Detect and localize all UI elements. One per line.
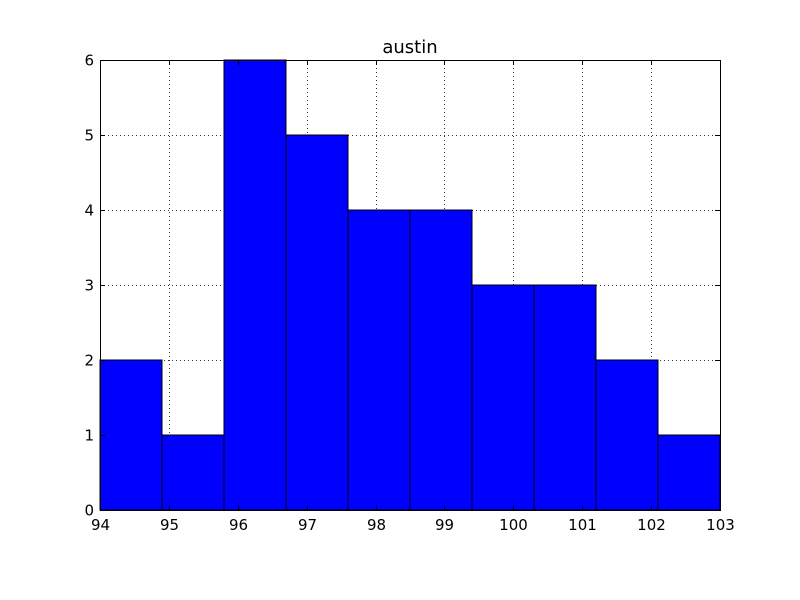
histogram-bar [347,209,411,511]
y-tick-label: 4 [84,202,94,220]
x-tick-label: 102 [637,516,666,534]
x-tick-label: 95 [160,516,179,534]
x-tick-label: 100 [499,516,528,534]
x-tick-label: 103 [706,516,735,534]
histogram-bar [533,284,597,511]
histogram-bar [99,359,163,511]
y-tick-label: 5 [84,127,94,145]
x-tick-label: 94 [91,516,110,534]
x-tick-label: 96 [229,516,248,534]
chart-title: austin [382,37,437,58]
x-tick-label: 98 [367,516,386,534]
x-tick-label: 97 [298,516,317,534]
y-tick-label: 1 [84,427,94,445]
histogram-bar [471,284,535,511]
y-tick-label: 2 [84,352,94,370]
y-axis: 0 1 2 3 4 5 6 [84,52,720,520]
histogram-bar [657,434,721,511]
histogram-bar [595,359,659,511]
histogram-bar [223,59,287,511]
histogram-bar [409,209,473,511]
y-tick-label: 0 [84,502,94,520]
y-tick-label: 6 [84,52,94,70]
histogram-bar [161,434,225,511]
x-tick-label: 101 [568,516,597,534]
y-tick-label: 3 [84,277,94,295]
x-tick-label: 99 [435,516,454,534]
x-axis: 94 95 96 97 98 99 100 101 102 103 [91,60,735,534]
histogram-bar [285,134,349,511]
